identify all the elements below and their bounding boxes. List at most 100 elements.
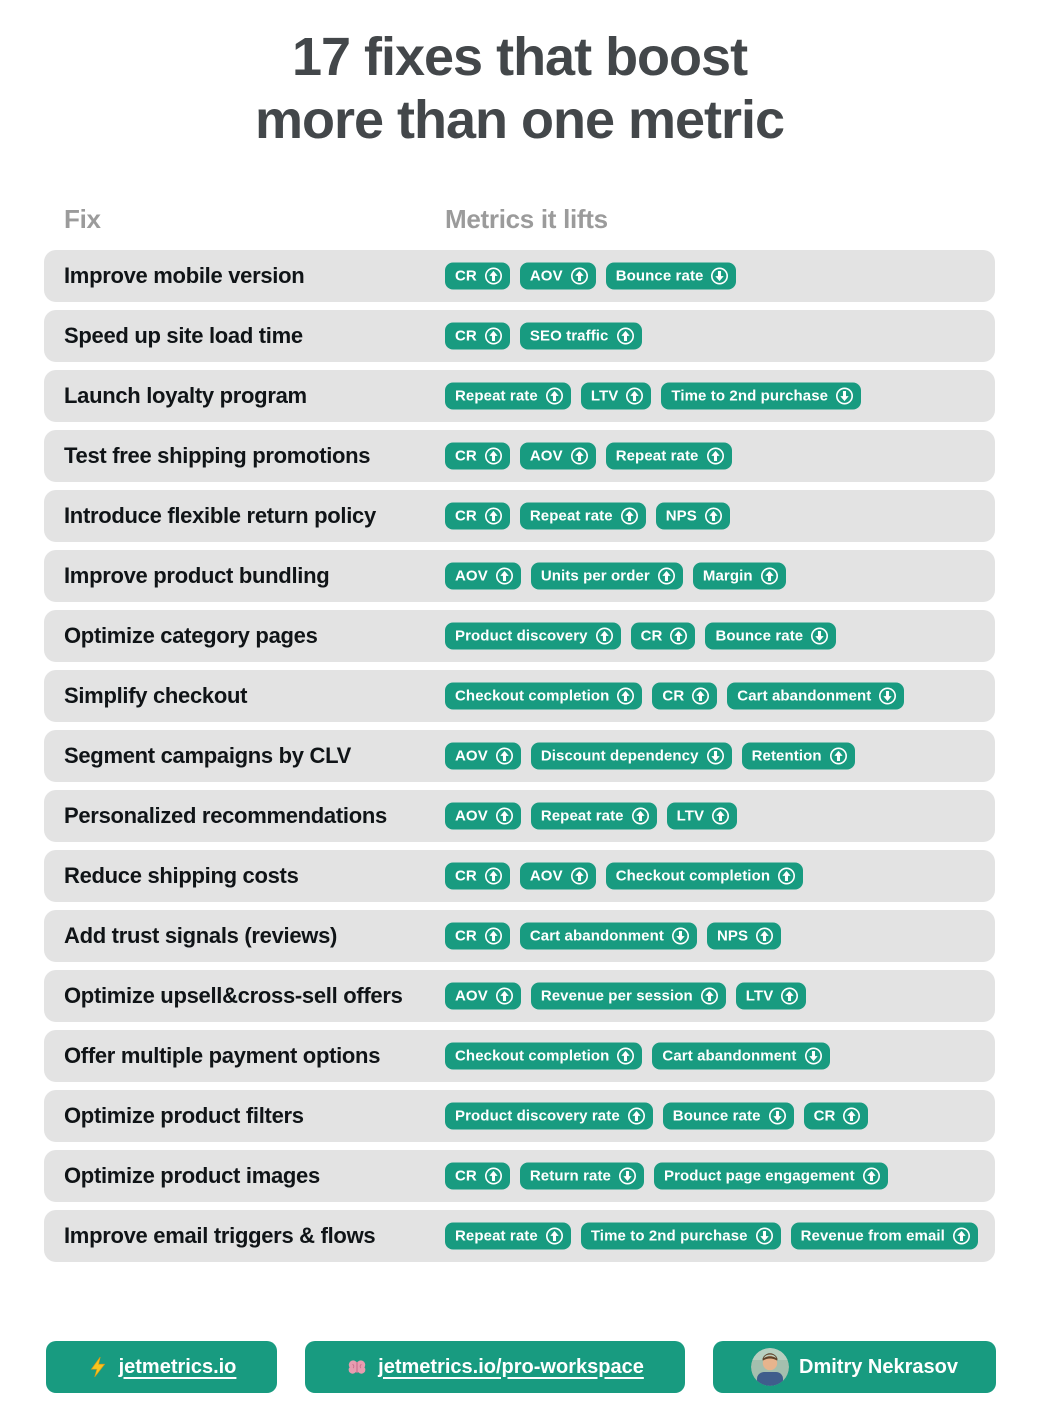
site-link-label: jetmetrics.io — [118, 1355, 237, 1378]
metric-label: Product discovery — [455, 627, 588, 645]
arrow-up-icon — [760, 567, 778, 585]
arrow-up-icon — [484, 1167, 502, 1185]
arrow-up-icon — [484, 327, 502, 345]
metric-label: Bounce rate — [672, 1107, 761, 1125]
table-row: Introduce flexible return policy CR Repea… — [44, 490, 995, 543]
metric-label: Retention — [751, 747, 822, 765]
arrow-up-icon — [616, 327, 634, 345]
metric-badges: CR AOV Repeat rate — [445, 442, 732, 470]
metric-badge: AOV — [519, 862, 596, 890]
metric-badge: CR — [445, 442, 510, 470]
column-header-metrics: Metrics it lifts — [445, 204, 608, 235]
metric-label: Revenue from email — [800, 1227, 945, 1245]
metric-badge: Cart abandonment — [652, 1042, 830, 1070]
metric-label: CR — [813, 1107, 836, 1125]
arrow-up-icon — [843, 1107, 861, 1125]
metric-badge: LTV — [735, 982, 807, 1010]
fix-label: Optimize category pages — [64, 623, 318, 649]
metric-label: Repeat rate — [455, 387, 538, 405]
metric-label: Time to 2nd purchase — [671, 387, 829, 405]
metric-badge: AOV — [445, 982, 521, 1010]
metric-label: Checkout completion — [455, 687, 610, 705]
arrow-up-icon — [704, 507, 722, 525]
arrow-up-icon — [631, 807, 649, 825]
metric-label: Time to 2nd purchase — [590, 1227, 748, 1245]
metric-badge: Bounce rate — [605, 262, 737, 290]
arrow-down-icon — [879, 687, 897, 705]
table-row: Add trust signals (reviews) CR Cart aband… — [44, 910, 995, 963]
author-button[interactable]: Dmitry Nekrasov — [713, 1341, 996, 1393]
metric-label: Units per order — [540, 567, 650, 585]
table-row: Simplify checkout Checkout completion CR C… — [44, 670, 995, 723]
metric-badge: Repeat rate — [445, 382, 571, 410]
arrow-up-icon — [670, 627, 688, 645]
arrow-up-icon — [778, 867, 796, 885]
metric-badge: CR — [445, 262, 510, 290]
fix-label: Optimize product images — [64, 1163, 320, 1189]
fix-label: Add trust signals (reviews) — [64, 923, 338, 949]
fix-label: Test free shipping promotions — [64, 443, 371, 469]
arrow-down-icon — [711, 267, 729, 285]
metric-label: CR — [455, 867, 477, 885]
metric-badge: LTV — [580, 382, 652, 410]
metric-badge: Margin — [692, 562, 786, 590]
metric-badges: Repeat rate LTV Time to 2nd purchase — [445, 382, 862, 410]
metric-badge: Return rate — [519, 1162, 644, 1190]
metric-label: Repeat rate — [615, 447, 699, 465]
arrow-up-icon — [657, 567, 675, 585]
metric-badge: Time to 2nd purchase — [661, 382, 862, 410]
arrow-up-icon — [484, 867, 502, 885]
table-row: Segment campaigns by CLV AOV Discount dep… — [44, 730, 995, 783]
metric-label: Checkout completion — [455, 1047, 610, 1065]
metric-label: Bounce rate — [615, 267, 704, 285]
metric-label: SEO traffic — [529, 327, 609, 345]
metric-label: LTV — [590, 387, 619, 405]
arrow-up-icon — [700, 987, 718, 1005]
metric-badges: CR AOV Bounce rate — [445, 262, 737, 290]
fix-label: Improve email triggers & flows — [64, 1223, 376, 1249]
arrow-up-icon — [570, 447, 588, 465]
arrow-up-icon — [627, 1107, 645, 1125]
arrow-down-icon — [768, 1107, 786, 1125]
workspace-link-button[interactable]: jetmetrics.io/pro-workspace — [305, 1341, 685, 1393]
metric-badge: AOV — [519, 262, 596, 290]
metric-label: Margin — [702, 567, 753, 585]
arrow-up-icon — [952, 1227, 970, 1245]
arrow-up-icon — [692, 687, 710, 705]
metric-badge: AOV — [445, 562, 521, 590]
page-title-line2: more than one metric — [254, 90, 785, 151]
arrow-down-icon — [811, 627, 829, 645]
metric-label: CR — [640, 627, 663, 645]
metric-label: Checkout completion — [615, 867, 771, 885]
table-row: Improve mobile version CR AOV Bounce rate — [44, 250, 995, 303]
lightning-icon — [90, 1356, 105, 1378]
metric-label: LTV — [676, 807, 705, 825]
arrow-up-icon — [545, 387, 563, 405]
arrow-up-icon — [617, 687, 635, 705]
metric-badges: CR Repeat rate NPS — [445, 502, 730, 530]
fix-label: Optimize product filters — [64, 1103, 304, 1129]
metric-badge: Repeat rate — [519, 502, 646, 530]
metric-label: Repeat rate — [455, 1227, 538, 1245]
metric-label: CR — [455, 447, 477, 465]
metric-badges: Checkout completion CR Cart abandonment — [445, 682, 905, 710]
fix-label: Offer multiple payment options — [64, 1043, 381, 1069]
metric-badge: LTV — [666, 802, 738, 830]
metric-badge: AOV — [445, 742, 521, 770]
metric-badges: AOV Repeat rate LTV — [445, 802, 738, 830]
metric-label: Bounce rate — [715, 627, 804, 645]
page-title: 17 fixes that boost more than one metric — [0, 26, 1039, 152]
arrow-up-icon — [829, 747, 847, 765]
metric-badge: Repeat rate — [605, 442, 732, 470]
metric-label: NPS — [717, 927, 749, 945]
table-row: Reduce shipping costs CR AOV Checkout comp… — [44, 850, 995, 903]
arrow-up-icon — [756, 927, 774, 945]
metric-badge: Cart abandonment — [519, 922, 697, 950]
arrow-up-icon — [617, 1047, 635, 1065]
metric-label: AOV — [529, 447, 563, 465]
arrow-up-icon — [781, 987, 799, 1005]
metric-badges: AOV Units per order Margin — [445, 562, 786, 590]
page-title-line1: 17 fixes that boost — [291, 27, 748, 87]
site-link-button[interactable]: jetmetrics.io — [46, 1341, 277, 1393]
metric-label: CR — [455, 927, 477, 945]
